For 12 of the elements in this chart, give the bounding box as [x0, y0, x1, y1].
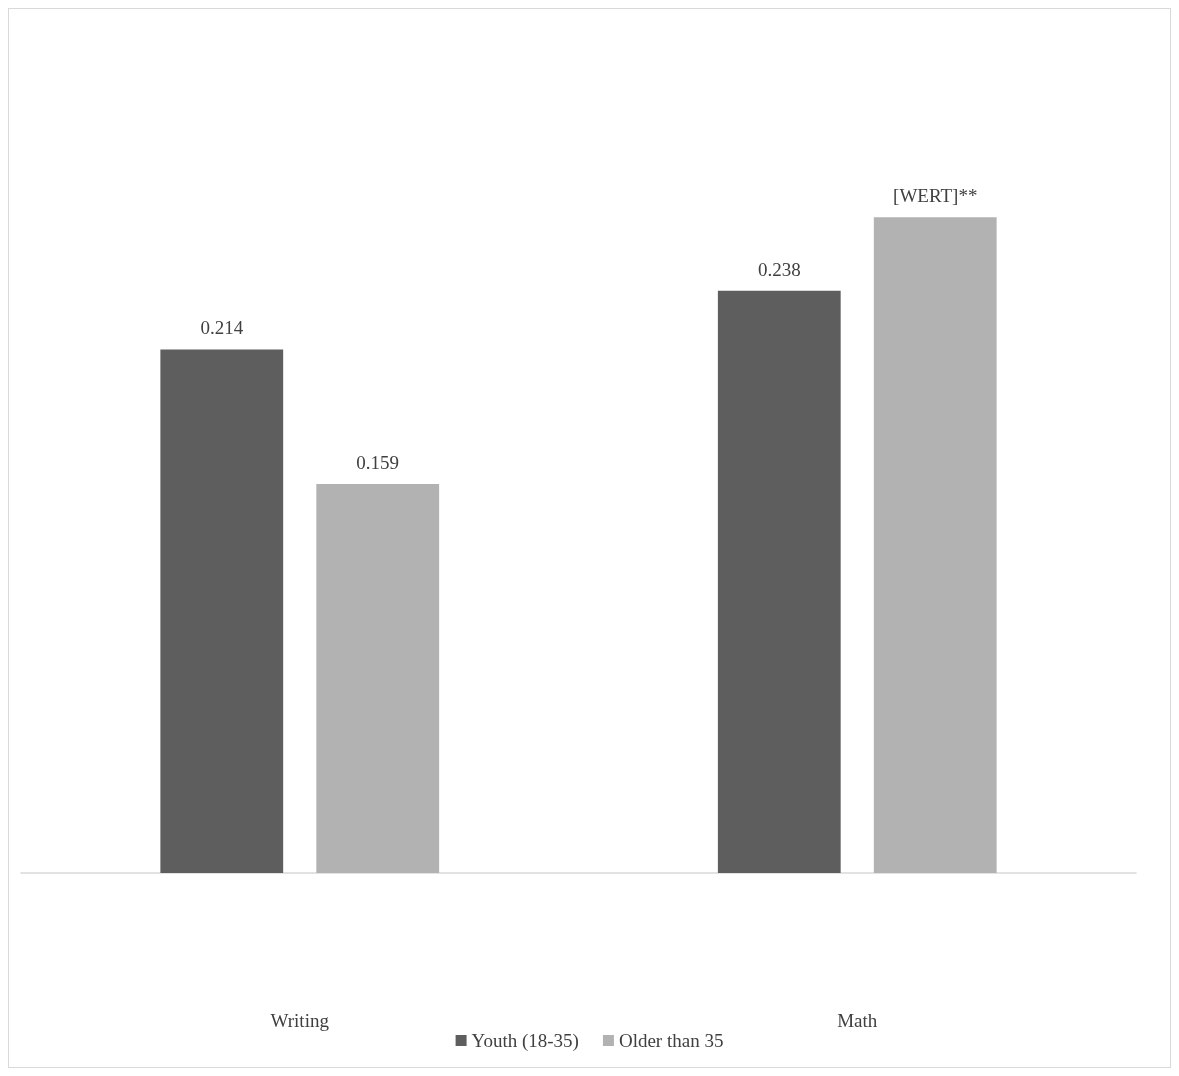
data-label: 0.238	[757, 258, 801, 280]
legend-label: Older than 35	[618, 1030, 724, 1051]
bar	[160, 349, 284, 873]
data-label: 0.214	[200, 317, 244, 339]
bar	[717, 290, 841, 873]
x-tick-label: Writing	[270, 1010, 330, 1031]
bar	[873, 217, 997, 873]
bar	[316, 483, 440, 873]
data-label: 0.159	[356, 451, 400, 473]
data-label: [WERT]**	[893, 185, 978, 207]
legend-label: Youth (18-35)	[471, 1030, 579, 1052]
x-tick-label: Math	[837, 1010, 878, 1031]
